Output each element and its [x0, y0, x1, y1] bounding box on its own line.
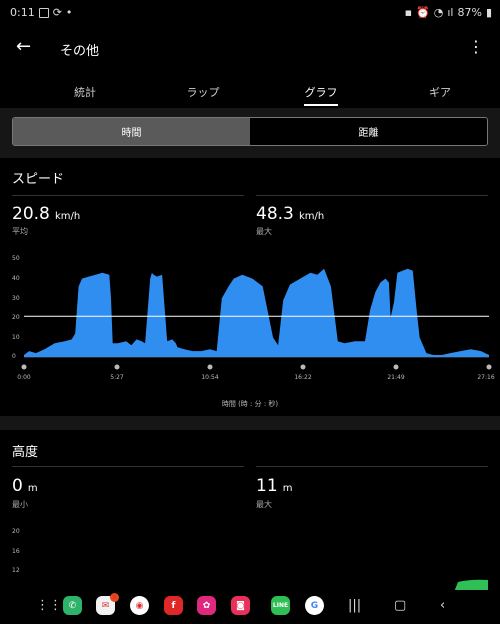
status-bar: 0:11 ⟳ • ▪ ⏰ ◔ ıl 87% ▮	[10, 6, 492, 22]
back-nav-icon[interactable]: ‹	[440, 598, 446, 613]
line-app-icon[interactable]: LINE	[271, 596, 290, 615]
x-tick-label: 16:22	[294, 374, 312, 381]
altitude-min-unit: m	[27, 483, 38, 494]
speed-section-title: スピード	[12, 172, 65, 187]
speed-max-unit: km/h	[298, 211, 325, 222]
altitude-max-label: 最大	[256, 500, 272, 509]
mail-badge: 5	[110, 593, 119, 602]
speed-avg: 20.8 km/h	[12, 204, 80, 224]
divider	[12, 195, 244, 196]
speed-chart	[21, 268, 492, 370]
x-tick-dot	[300, 364, 306, 370]
divider	[12, 466, 244, 467]
tab-active-indicator	[304, 104, 338, 106]
altitude-y-tick: 20	[12, 528, 20, 535]
battery-icon: ▮	[485, 6, 492, 19]
camera-app-icon[interactable]: ◙	[231, 596, 250, 615]
flower-app-icon[interactable]: ✿	[197, 596, 216, 615]
altitude-min: 0 m	[12, 476, 38, 496]
speed-max: 48.3 km/h	[256, 204, 324, 224]
x-axis-label: 時間 (時 : 分 : 秒)	[221, 400, 279, 408]
phone-app-icon[interactable]: ✆	[63, 596, 82, 615]
y-tick-label: 10	[12, 334, 20, 341]
speed-avg-label: 平均	[12, 227, 28, 236]
x-tick-label: 0:00	[17, 374, 31, 381]
x-tick-label: 27:16	[477, 374, 495, 381]
x-tick-dot	[393, 364, 399, 370]
x-tick-label: 21:49	[387, 374, 405, 381]
page-title: その他	[60, 44, 100, 59]
gallery-notification-icon	[38, 7, 49, 18]
divider	[256, 466, 488, 467]
altitude-y-tick: 12	[12, 567, 20, 574]
app-drawer-icon[interactable]: ⋮⋮	[36, 598, 62, 613]
altitude-min-label: 最小	[12, 500, 28, 509]
x-tick-label: 5:27	[110, 374, 124, 381]
toggle-distance[interactable]: 距離	[250, 118, 487, 145]
altitude-max-unit: m	[282, 483, 293, 494]
mail-app-icon[interactable]: ✉ 5	[96, 593, 119, 615]
lock-icon: ▪	[404, 6, 413, 19]
y-tick-label: 30	[12, 295, 20, 302]
x-tick-dot	[114, 364, 120, 370]
speed-max-label: 最大	[256, 227, 272, 236]
home-icon[interactable]: ▢	[394, 598, 407, 613]
speed-avg-unit: km/h	[54, 211, 81, 222]
more-options-icon[interactable]: ⋮	[468, 37, 484, 56]
altitude-max-value: 11	[256, 476, 278, 496]
tab-stats[interactable]: 統計	[74, 86, 96, 99]
alarm-icon: ⏰	[416, 6, 430, 19]
recent-apps-icon[interactable]: |||	[348, 598, 362, 613]
y-tick-label: 20	[12, 314, 20, 321]
dot-icon: •	[65, 6, 73, 19]
x-tick-label: 10:54	[201, 374, 219, 381]
chrome-app-icon[interactable]: ◉	[130, 596, 149, 615]
altitude-chart-peek	[454, 579, 488, 592]
x-tick-dot	[207, 364, 213, 370]
speed-avg-value: 20.8	[12, 204, 50, 224]
battery-level: 87%	[457, 6, 482, 19]
tab-laps[interactable]: ラップ	[186, 86, 220, 99]
altitude-section-title: 高度	[12, 445, 39, 460]
tab-graph[interactable]: グラフ	[304, 86, 338, 99]
altitude-min-value: 0	[12, 476, 23, 496]
sync-icon: ⟳	[52, 6, 62, 19]
toggle-time[interactable]: 時間	[13, 118, 250, 145]
y-tick-label: 0	[12, 353, 16, 360]
speed-max-value: 48.3	[256, 204, 294, 224]
x-tick-dot	[21, 364, 27, 370]
altitude-y-tick: 16	[12, 548, 20, 555]
section-separator	[0, 416, 500, 430]
signal-icon: ıl	[447, 6, 454, 19]
time-distance-toggle: 時間 距離	[12, 117, 488, 146]
speed-area-series	[24, 268, 489, 357]
wifi-icon: ◔	[433, 6, 444, 19]
altitude-max: 11 m	[256, 476, 292, 496]
google-app-icon[interactable]: G	[305, 596, 324, 615]
back-arrow-icon[interactable]: ←	[16, 36, 32, 57]
navigation-bar: ⋮⋮ ✆ ✉ 5 ◉ f ✿ ◙ LINE G ||| ▢ ‹	[0, 590, 500, 624]
y-tick-label: 50	[12, 255, 20, 262]
tab-gear[interactable]: ギア	[429, 86, 451, 99]
x-tick-dot	[486, 364, 492, 370]
flipboard-app-icon[interactable]: f	[164, 596, 183, 615]
status-time: 0:11	[10, 6, 35, 19]
y-tick-label: 40	[12, 275, 20, 282]
divider	[256, 195, 488, 196]
